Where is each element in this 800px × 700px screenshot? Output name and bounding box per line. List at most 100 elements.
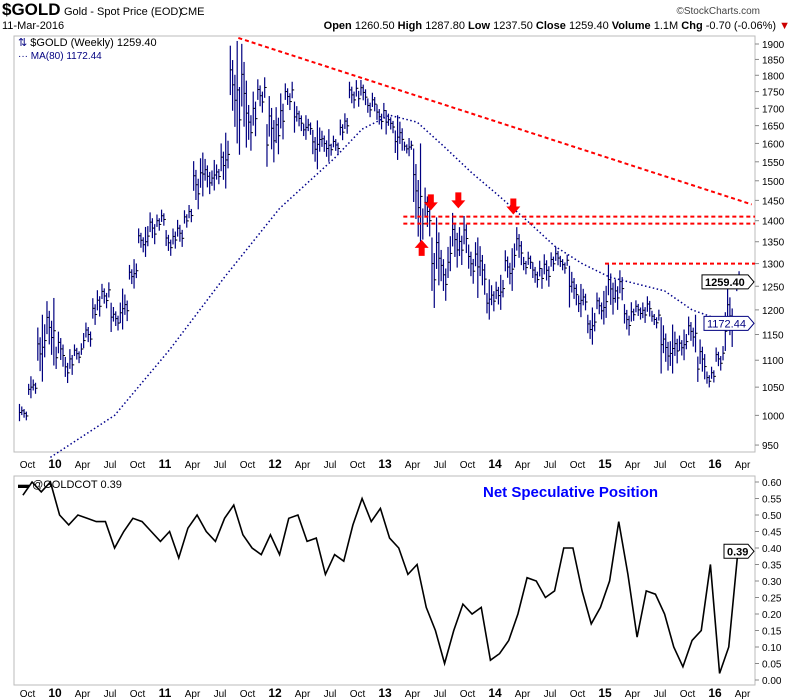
x-tick-label: 16 <box>708 686 722 700</box>
price-panel <box>13 35 756 453</box>
y-tick-label: 1650 <box>762 122 785 133</box>
x-tick-label: Apr <box>295 460 311 471</box>
x-tick-label: Jul <box>324 689 337 700</box>
x-tick-label: 11 <box>159 457 172 471</box>
x-tick-label: Oct <box>20 689 36 700</box>
x-tick-label: Oct <box>240 689 256 700</box>
price-tag: 1259.40 <box>705 277 745 289</box>
y-tick-label: 1750 <box>762 88 785 99</box>
y-tick-label: 0.15 <box>762 627 782 638</box>
x-tick-label: 10 <box>48 686 62 700</box>
x-tick-label: 15 <box>598 457 612 471</box>
y-tick-label: 0.10 <box>762 643 782 654</box>
brand-watermark: ©StockCharts.com <box>676 6 760 17</box>
y-tick-label: 1850 <box>762 55 785 66</box>
y-tick-label: 1100 <box>762 356 784 367</box>
quote-date: 11-Mar-2016 <box>2 20 64 32</box>
x-tick-label: Apr <box>625 460 641 471</box>
x-tick-label: 11 <box>159 686 172 700</box>
x-tick-label: 12 <box>268 457 282 471</box>
x-tick-label: Oct <box>20 460 36 471</box>
ma-tag: 1172.44 <box>707 318 746 330</box>
y-tick-label: 1300 <box>762 260 785 271</box>
y-tick-label: 1200 <box>762 306 785 317</box>
x-tick-label: Jul <box>544 460 557 471</box>
y-tick-label: 1150 <box>762 331 784 342</box>
x-tick-label: Jul <box>654 460 667 471</box>
x-tick-label: Jul <box>214 460 227 471</box>
x-tick-label: 14 <box>488 686 502 700</box>
y-tick-label: 1800 <box>762 71 785 82</box>
y-tick-label: 1450 <box>762 196 785 207</box>
x-tick-label: 13 <box>378 686 392 700</box>
x-tick-label: Apr <box>625 689 641 700</box>
y-tick-label: 1250 <box>762 282 785 293</box>
x-tick-label: Oct <box>350 689 366 700</box>
y-tick-label: 1700 <box>762 104 785 115</box>
y-tick-label: 0.55 <box>762 495 782 506</box>
trendline <box>238 36 752 206</box>
ma-tag-box <box>703 315 755 331</box>
arrow-up-icon <box>414 239 429 256</box>
y-tick-label: 1600 <box>762 139 785 150</box>
x-tick-label: Oct <box>350 460 366 471</box>
x-tick-label: Jul <box>324 460 337 471</box>
x-tick-label: 12 <box>268 686 282 700</box>
y-tick-label: 1900 <box>762 40 785 51</box>
x-tick-label: 13 <box>378 457 392 471</box>
price-tag-box <box>701 274 755 290</box>
x-tick-label: Oct <box>570 689 586 700</box>
y-tick-label: 0.35 <box>762 561 782 572</box>
x-tick-label: Apr <box>185 689 201 700</box>
x-tick-label: Apr <box>735 689 751 700</box>
x-tick-label: Jul <box>434 689 447 700</box>
x-tick-label: Oct <box>130 689 146 700</box>
y-tick-label: 0.45 <box>762 528 782 539</box>
x-tick-label: Apr <box>735 460 751 471</box>
x-tick-label: Jul <box>214 689 227 700</box>
x-tick-label: Oct <box>460 460 476 471</box>
x-tick-label: Apr <box>405 460 421 471</box>
y-tick-label: 1050 <box>762 383 785 394</box>
x-tick-label: 14 <box>488 457 502 471</box>
quote-summary: Open 1260.50 High 1287.80 Low 1237.50 Cl… <box>324 20 790 32</box>
arrow-down-icon <box>451 192 466 209</box>
y-tick-label: 1550 <box>762 158 785 169</box>
x-tick-label: Oct <box>680 460 696 471</box>
cot-annotation: Net Speculative Position <box>483 484 658 501</box>
y-tick-label: 950 <box>762 441 779 452</box>
y-tick-label: 1000 <box>762 411 785 422</box>
arrow-down-icon <box>423 194 438 211</box>
x-tick-label: Apr <box>515 460 531 471</box>
cot-tag: 0.39 <box>727 546 748 558</box>
cot-line <box>22 480 739 674</box>
x-tick-label: Apr <box>295 689 311 700</box>
y-tick-label: 0.50 <box>762 511 782 522</box>
x-tick-label: Oct <box>130 460 146 471</box>
y-tick-label: 0.40 <box>762 544 782 555</box>
y-tick-label: 0.60 <box>762 478 782 489</box>
x-tick-label: 16 <box>708 457 722 471</box>
arrow-down-icon <box>506 198 521 215</box>
price-legend: ⇅ $GOLD (Weekly) 1259.40 <box>18 37 157 49</box>
y-tick-label: 0.00 <box>762 676 782 687</box>
x-tick-label: Oct <box>240 460 256 471</box>
y-tick-label: 1350 <box>762 238 785 249</box>
x-tick-label: Jul <box>544 689 557 700</box>
ma80-line <box>50 114 739 458</box>
x-tick-label: Apr <box>75 689 91 700</box>
x-tick-label: Jul <box>654 689 667 700</box>
y-tick-label: 0.20 <box>762 610 782 621</box>
x-tick-label: Oct <box>680 689 696 700</box>
y-tick-label: 0.25 <box>762 594 782 605</box>
symbol: $GOLD <box>2 0 61 19</box>
x-tick-label: Jul <box>434 460 447 471</box>
y-tick-label: 0.30 <box>762 577 782 588</box>
ma-legend: ··· MA(80) 1172.44 <box>18 51 102 62</box>
x-tick-label: Apr <box>515 689 531 700</box>
cot-legend: ▬ @GOLDCOT 0.39 <box>18 479 122 491</box>
x-tick-label: Apr <box>185 460 201 471</box>
x-tick-label: 10 <box>48 457 62 471</box>
